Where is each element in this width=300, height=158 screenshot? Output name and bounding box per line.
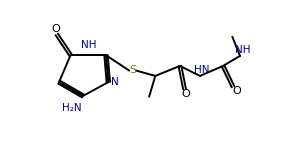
Text: NH: NH — [235, 45, 251, 55]
Text: N: N — [111, 77, 119, 87]
Text: NH: NH — [81, 40, 96, 50]
Text: HN: HN — [194, 65, 209, 75]
Text: O: O — [232, 86, 241, 96]
Text: S: S — [129, 65, 137, 75]
Text: O: O — [182, 89, 190, 99]
Text: O: O — [52, 24, 60, 34]
Text: H₂N: H₂N — [62, 103, 82, 113]
